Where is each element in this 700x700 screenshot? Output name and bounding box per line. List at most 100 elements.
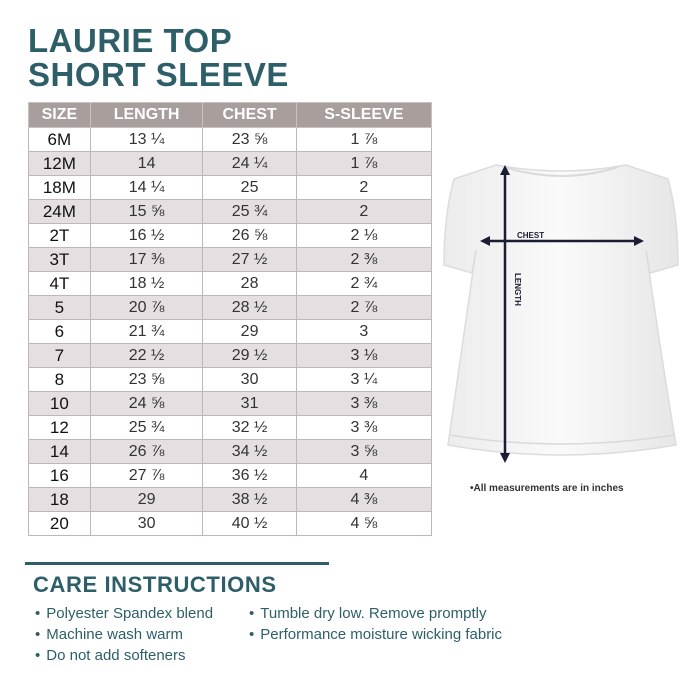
measurement-cell: 4 ⅜ [295,487,433,512]
measurement-cell: 24 ¼ [202,151,297,176]
size-cell: 3T [28,247,91,272]
measurement-cell: 1 ⅞ [295,151,433,176]
size-cell: 18 [28,487,91,512]
size-cell: 10 [28,391,91,416]
size-cell: 12 [28,415,91,440]
care-item: Performance moisture wicking fabric [249,626,502,643]
measurement-cell: 28 [202,271,297,296]
measurement-cell: 29 [89,487,204,512]
chest-label: CHEST [517,231,544,240]
measurement-cell: 29 ½ [202,343,297,368]
measurement-cell: 2 ⅛ [295,223,433,248]
care-item: Tumble dry low. Remove promptly [249,605,486,622]
measurement-cell: 40 ½ [202,511,297,536]
size-cell: 4T [28,271,91,296]
measurement-cell: 15 ⅝ [89,199,204,224]
size-cell: 16 [28,463,91,488]
measurement-cell: 21 ¾ [89,319,204,344]
measurement-cell: 22 ½ [89,343,204,368]
measurement-cell: 27 ½ [202,247,297,272]
divider [25,562,329,565]
measurement-cell: 23 ⅝ [89,367,204,392]
measurement-cell: 26 ⅞ [89,439,204,464]
title-line-2: SHORT SLEEVE [28,56,289,93]
table-header-row: SIZE LENGTH CHEST S-SLEEVE [28,102,433,128]
shirt-icon [443,164,679,456]
measurement-cell: 26 ⅝ [202,223,297,248]
size-cell: 5 [28,295,91,320]
measurement-cell: 30 [202,367,297,392]
table-row: 18M 14 ¼ 25 2 [28,175,433,200]
measurement-cell: 34 ½ [202,439,297,464]
size-cell: 18M [28,175,91,200]
measurement-cell: 3 ⅜ [295,391,433,416]
measurement-cell: 27 ⅞ [89,463,204,488]
page-title: LAURIE TOP SHORT SLEEVE [28,24,289,92]
size-cell: 6M [28,127,91,152]
measurement-cell: 23 ⅝ [202,127,297,152]
measurement-cell: 3 [295,319,433,344]
size-cell: 12M [28,151,91,176]
measurement-cell: 18 ½ [89,271,204,296]
measurement-note: •All measurements are in inches [470,483,624,494]
length-label: LENGTH [513,273,522,306]
measurement-cell: 4 [295,463,433,488]
measurement-cell: 20 ⅞ [89,295,204,320]
measurement-cell: 16 ½ [89,223,204,248]
measurement-cell: 38 ½ [202,487,297,512]
care-item: Polyester Spandex blend [35,605,213,622]
size-cell: 8 [28,367,91,392]
measurement-cell: 2 [295,175,433,200]
measurement-cell: 28 ½ [202,295,297,320]
measurement-cell: 36 ½ [202,463,297,488]
care-item: Do not add softeners [35,647,185,664]
measurement-cell: 32 ½ [202,415,297,440]
table-row: 8 23 ⅝ 30 3 ¼ [28,367,433,392]
measurement-cell: 25 ¾ [89,415,204,440]
column-header: LENGTH [89,102,204,128]
measurement-cell: 1 ⅞ [295,127,433,152]
measurement-cell: 24 ⅝ [89,391,204,416]
table-row: 4T 18 ½ 28 2 ¾ [28,271,433,296]
care-title: CARE INSTRUCTIONS [33,572,277,597]
measurement-cell: 3 ⅜ [295,415,433,440]
size-cell: 24M [28,199,91,224]
measurement-cell: 14 [89,151,204,176]
length-arrow [500,165,510,463]
column-header: S-SLEEVE [295,102,433,128]
measurement-cell: 17 ⅜ [89,247,204,272]
title-line-1: LAURIE TOP [28,22,233,59]
measurement-cell: 4 ⅝ [295,511,433,536]
measurement-cell: 25 ¾ [202,199,297,224]
measurement-cell: 13 ¼ [89,127,204,152]
chest-arrow [480,236,644,246]
measurement-cell: 2 [295,199,433,224]
measurement-cell: 3 ¼ [295,367,433,392]
shirt-diagram: CHEST LENGTH [443,164,679,463]
measurement-cell: 3 ⅛ [295,343,433,368]
table-row: 6 21 ¾ 29 3 [28,319,433,344]
column-header: SIZE [28,102,91,128]
size-cell: 14 [28,439,91,464]
measurement-cell: 30 [89,511,204,536]
measurement-cell: 29 [202,319,297,344]
measurement-cell: 25 [202,175,297,200]
table-row: 10 24 ⅝ 31 3 ⅜ [28,391,433,416]
care-item: Machine wash warm [35,626,183,643]
column-header: CHEST [202,102,297,128]
size-cell: 7 [28,343,91,368]
measurement-cell: 2 ¾ [295,271,433,296]
size-cell: 2T [28,223,91,248]
measurement-cell: 3 ⅝ [295,439,433,464]
